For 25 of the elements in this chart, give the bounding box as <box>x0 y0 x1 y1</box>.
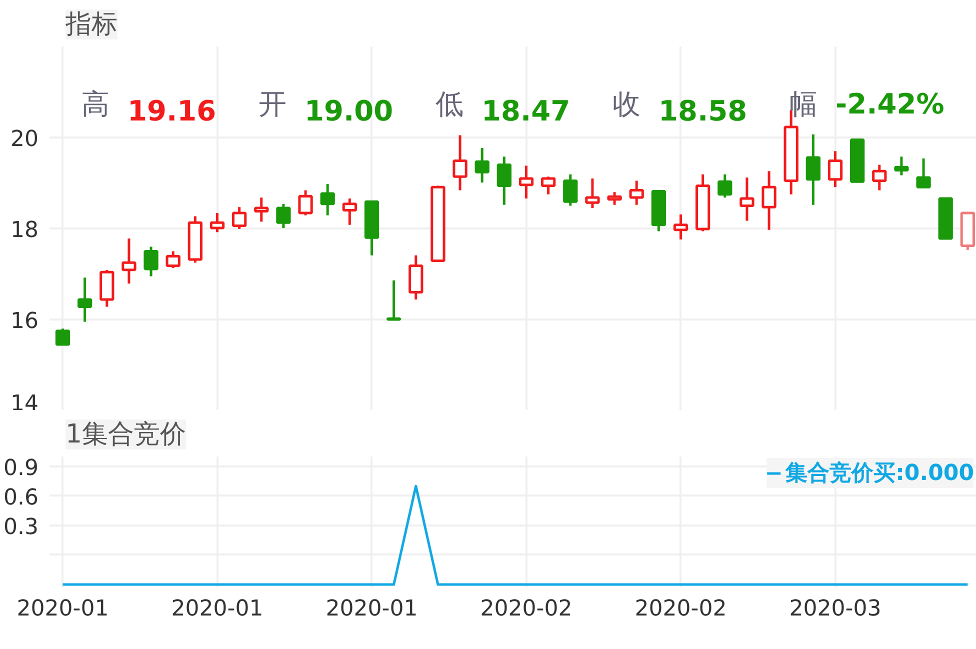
annotation: 18.47 <box>482 94 570 128</box>
annotation: -2.42% <box>836 88 944 120</box>
x-tick-label: 2020-03 <box>789 596 882 622</box>
y-tick-label: 0.6 <box>4 485 39 510</box>
x-tick-label: 2020-02 <box>480 596 572 622</box>
y-tick-label: 18 <box>10 218 39 243</box>
y-tick-label: 20 <box>10 127 39 152</box>
annotation: 幅 <box>790 88 818 120</box>
y-tick-label: 0.9 <box>4 456 39 481</box>
annotation: 19.16 <box>128 94 216 128</box>
x-tick-label: 2020-02 <box>634 596 727 622</box>
y-tick-label: 16 <box>10 309 39 334</box>
x-tick-label: 2020-01 <box>326 596 418 622</box>
annotation: 18.58 <box>658 94 748 128</box>
annotation: 低 <box>436 88 464 120</box>
chart-title: 1集合竞价 <box>66 420 186 450</box>
annotation: 开 <box>258 88 286 120</box>
y-tick-label: 0.3 <box>4 514 39 540</box>
annotation: 19.00 <box>304 94 394 128</box>
annotation: 高 <box>82 88 110 120</box>
annotation: 收 <box>612 88 640 120</box>
x-tick-label: 2020-01 <box>171 596 264 622</box>
x-tick-label: 2020-01 <box>16 596 109 622</box>
legend-label: 集合竞价买:0.000 <box>786 460 974 488</box>
chart-title: 指标 <box>64 10 118 40</box>
